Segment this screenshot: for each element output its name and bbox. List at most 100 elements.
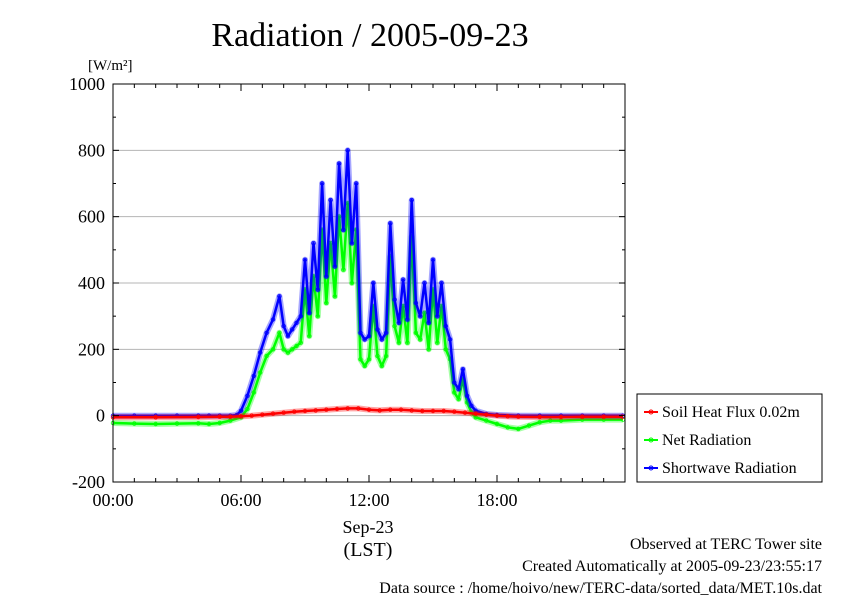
data-point xyxy=(307,333,312,339)
data-point xyxy=(341,227,346,233)
data-point xyxy=(258,370,263,375)
data-point xyxy=(469,403,474,408)
data-point xyxy=(526,423,532,428)
data-point xyxy=(548,418,553,423)
data-point xyxy=(456,396,461,402)
data-point xyxy=(409,408,414,413)
series-line xyxy=(113,407,623,419)
data-point xyxy=(311,240,316,246)
data-point xyxy=(388,407,393,412)
data-point xyxy=(580,414,585,419)
data-point xyxy=(264,330,269,335)
data-point xyxy=(249,413,254,418)
data-point xyxy=(332,264,338,269)
data-point xyxy=(413,300,419,306)
x-tick-label: 18:00 xyxy=(476,490,517,510)
y-tick-label: 600 xyxy=(78,207,105,227)
data-point xyxy=(435,340,440,345)
data-point xyxy=(516,414,521,419)
footer-observed-site: Observed at TERC Tower site xyxy=(629,536,822,553)
data-point xyxy=(392,297,397,302)
data-point xyxy=(392,323,397,329)
data-point xyxy=(388,221,393,226)
data-point xyxy=(418,337,423,342)
data-point xyxy=(132,421,137,426)
data-point xyxy=(354,181,359,186)
data-point xyxy=(473,411,478,416)
data-point xyxy=(494,421,500,427)
data-point xyxy=(281,410,286,415)
data-point xyxy=(377,408,382,413)
data-point xyxy=(332,294,338,299)
data-point xyxy=(362,337,367,342)
legend-marker xyxy=(648,465,654,471)
data-point xyxy=(345,406,350,411)
data-point xyxy=(334,406,340,412)
data-point xyxy=(196,414,201,420)
data-point xyxy=(422,280,427,286)
footer-created-time: Created Automatically at 2005-09-23/23:5… xyxy=(522,558,822,575)
data-point xyxy=(484,418,489,423)
data-point xyxy=(601,414,606,419)
data-point xyxy=(260,412,265,417)
data-point xyxy=(409,197,414,203)
x-axis-title: (LST) xyxy=(344,539,393,561)
data-point xyxy=(217,414,222,419)
x-tick-label: 06:00 xyxy=(220,490,261,510)
data-point xyxy=(298,314,303,319)
legend-marker xyxy=(648,409,654,415)
data-point xyxy=(418,314,423,319)
data-point xyxy=(366,357,372,362)
data-point xyxy=(452,390,457,395)
y-tick-label: 1000 xyxy=(69,74,105,94)
data-point xyxy=(422,310,427,316)
data-point xyxy=(285,350,291,355)
legend-marker xyxy=(648,437,654,443)
data-point xyxy=(270,347,276,352)
data-point xyxy=(537,414,542,420)
data-point xyxy=(294,343,299,349)
data-point xyxy=(324,407,329,412)
data-point xyxy=(371,280,376,286)
data-point xyxy=(258,350,263,355)
data-point xyxy=(356,406,361,411)
data-point xyxy=(375,327,380,332)
data-point xyxy=(362,363,367,369)
data-point xyxy=(505,414,510,419)
data-point xyxy=(413,330,419,335)
y-tick-label: 0 xyxy=(96,406,105,426)
y-tick-label: 800 xyxy=(78,140,105,160)
data-point xyxy=(251,390,256,395)
data-point xyxy=(251,373,256,379)
data-point xyxy=(366,407,372,412)
data-point xyxy=(366,333,372,339)
data-point xyxy=(443,323,448,329)
data-point xyxy=(400,277,406,282)
data-point xyxy=(328,197,333,203)
data-point xyxy=(292,409,297,414)
data-point xyxy=(217,420,222,426)
data-point xyxy=(290,347,295,352)
data-point xyxy=(484,412,489,417)
data-point xyxy=(558,414,564,420)
data-point xyxy=(460,367,466,372)
data-point xyxy=(307,310,312,316)
data-point xyxy=(452,380,457,385)
data-point xyxy=(270,411,276,416)
data-point xyxy=(281,347,286,352)
axis-ticks: -200 0 200 400 600 800 1000 00:00 06:00 12:00 18:0… xyxy=(69,74,626,510)
data-point xyxy=(245,393,250,398)
legend-box xyxy=(636,393,823,483)
data-point xyxy=(349,240,355,246)
data-point xyxy=(315,314,320,319)
x-tick-label: 12:00 xyxy=(348,490,389,510)
data-point xyxy=(153,421,158,427)
data-point xyxy=(456,386,461,392)
data-point xyxy=(196,421,201,426)
data-point xyxy=(313,408,318,413)
y-tick-label: 400 xyxy=(78,273,105,293)
data-point xyxy=(341,267,346,272)
data-point xyxy=(277,294,282,299)
data-point xyxy=(375,353,380,359)
